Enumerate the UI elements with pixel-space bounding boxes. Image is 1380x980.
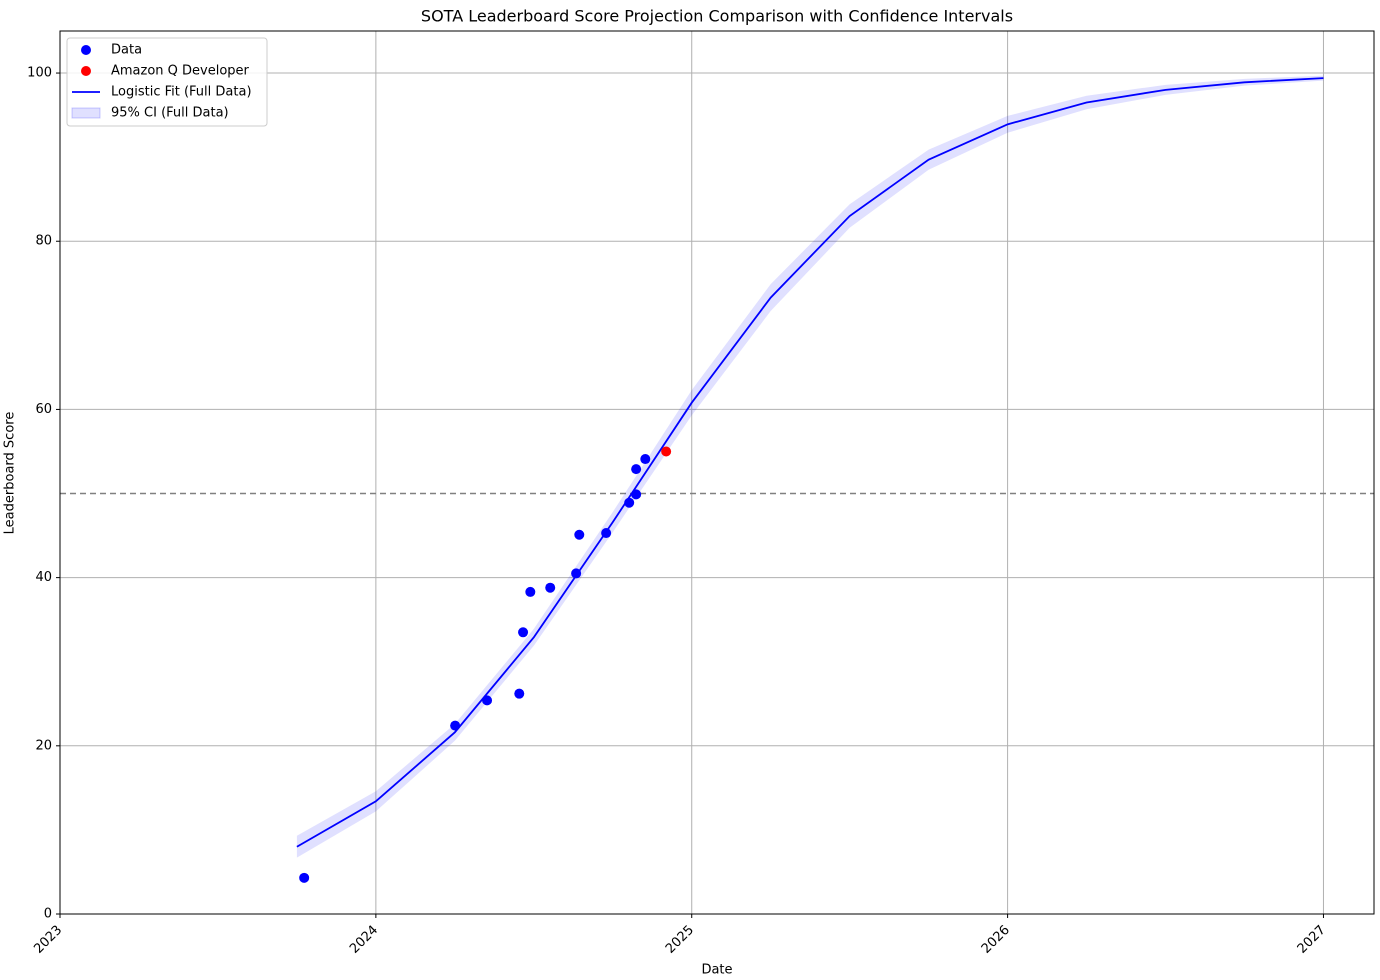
- data-point: [299, 872, 310, 883]
- data-point: [624, 497, 635, 508]
- y-axis-label: Leaderboard Score: [3, 412, 18, 535]
- data-point: [661, 446, 672, 457]
- legend-marker: [81, 45, 91, 55]
- data-point: [545, 582, 556, 593]
- data-point: [482, 695, 493, 706]
- legend-label: 95% CI (Full Data): [111, 106, 229, 121]
- legend-label: Logistic Fit (Full Data): [111, 85, 252, 100]
- x-tick-label: 2024: [347, 923, 381, 957]
- chart-title: SOTA Leaderboard Score Projection Compar…: [421, 7, 1013, 26]
- legend-marker: [71, 107, 101, 119]
- y-tick-label: 100: [27, 66, 52, 81]
- data-point: [574, 529, 585, 540]
- data-point: [518, 627, 529, 638]
- x-axis-label: Date: [701, 963, 732, 978]
- data-point: [450, 720, 461, 731]
- x-tick-label: 2023: [31, 923, 65, 957]
- y-tick-label: 80: [35, 234, 52, 249]
- y-tick-label: 0: [44, 907, 52, 922]
- y-tick-label: 40: [35, 570, 52, 585]
- x-tick-label: 2026: [979, 923, 1013, 957]
- x-tick-label: 2025: [663, 923, 697, 957]
- confidence-band: [296, 75, 1324, 858]
- x-tick-label: 2027: [1295, 923, 1329, 957]
- data-point: [601, 528, 612, 539]
- legend-label: Amazon Q Developer: [111, 64, 250, 79]
- legend-box: [66, 37, 268, 127]
- axes-frame: [59, 30, 1375, 915]
- fit-line: [296, 77, 1324, 848]
- data-point: [631, 489, 642, 500]
- y-tick-label: 60: [35, 402, 52, 417]
- y-tick-label: 20: [35, 738, 52, 753]
- data-point: [571, 568, 582, 579]
- data-point: [631, 464, 642, 475]
- data-point: [525, 586, 536, 597]
- plot-area: [59, 31, 1374, 915]
- legend-marker: [81, 66, 91, 76]
- legend-label: Data: [111, 43, 142, 58]
- data-point: [640, 454, 651, 465]
- data-point: [514, 688, 525, 699]
